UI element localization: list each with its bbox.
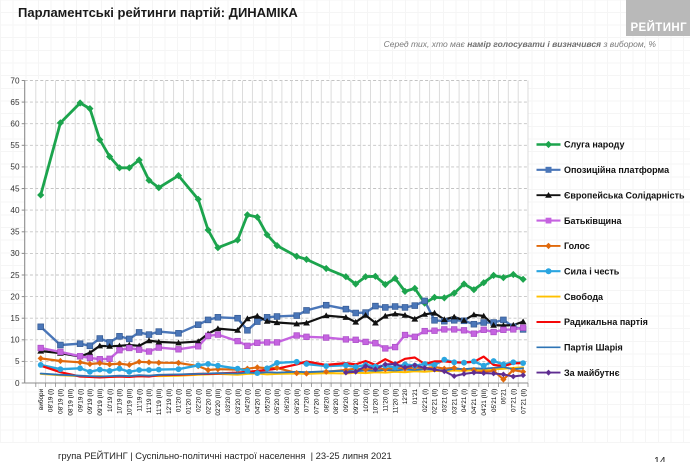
svg-text:06'20 (I): 06'20 (I) <box>284 389 291 412</box>
svg-text:02'20 (I): 02'20 (I) <box>195 389 202 412</box>
svg-text:10: 10 <box>10 336 20 345</box>
svg-text:09'19 (III): 09'19 (III) <box>97 389 104 416</box>
svg-text:02'21 (I): 02'21 (I) <box>422 389 429 412</box>
svg-text:5: 5 <box>15 357 20 366</box>
svg-text:06'21: 06'21 <box>501 388 508 404</box>
svg-text:03'20 (I): 03'20 (I) <box>225 389 232 412</box>
svg-text:05'20 (I): 05'20 (I) <box>264 389 271 412</box>
svg-text:За майбутнє: За майбутнє <box>564 368 620 378</box>
svg-text:09'19 (I): 09'19 (I) <box>77 389 84 412</box>
svg-text:Радикальна партія: Радикальна партія <box>564 317 648 327</box>
svg-text:05'21 (I): 05'21 (I) <box>491 389 498 412</box>
svg-text:11'20 (II): 11'20 (II) <box>392 389 399 414</box>
svg-text:65: 65 <box>10 98 20 107</box>
svg-text:11'19 (III): 11'19 (III) <box>156 389 163 415</box>
svg-text:09'20 (II): 09'20 (II) <box>353 389 360 414</box>
svg-text:15: 15 <box>10 314 20 323</box>
svg-text:10'19 (II): 10'19 (II) <box>117 389 124 414</box>
svg-text:Європейська Солідарність: Європейська Солідарність <box>564 190 685 200</box>
svg-text:10'20 (II): 10'20 (II) <box>373 389 380 414</box>
svg-text:20: 20 <box>10 292 20 301</box>
svg-text:11'19 (I): 11'19 (I) <box>136 389 143 412</box>
svg-text:08'19 (III): 08'19 (III) <box>67 389 74 416</box>
svg-text:03'20 (II): 03'20 (II) <box>235 389 242 414</box>
svg-text:Партія Шарія: Партія Шарія <box>564 343 623 353</box>
svg-text:06'20 (II): 06'20 (II) <box>294 389 301 414</box>
svg-text:09'19 (II): 09'19 (II) <box>87 389 94 414</box>
svg-text:25: 25 <box>10 271 20 280</box>
svg-text:07'21 (I): 07'21 (I) <box>511 389 518 412</box>
svg-text:60: 60 <box>10 120 20 129</box>
svg-text:45: 45 <box>10 184 20 193</box>
svg-text:04'20 (I): 04'20 (I) <box>245 389 252 412</box>
svg-text:02'21 (II): 02'21 (II) <box>432 389 439 414</box>
svg-text:70: 70 <box>10 76 20 85</box>
svg-text:10'20 (I): 10'20 (I) <box>363 389 370 412</box>
svg-text:Голос: Голос <box>564 241 590 251</box>
svg-text:10'19 (III): 10'19 (III) <box>127 389 134 416</box>
svg-text:04'21 (III): 04'21 (III) <box>481 389 488 416</box>
svg-text:11'19 (II): 11'19 (II) <box>146 389 153 414</box>
svg-text:Сила і честь: Сила і честь <box>564 266 620 276</box>
svg-text:вибори: вибори <box>37 388 45 410</box>
svg-text:Слуга народу: Слуга народу <box>564 140 625 150</box>
svg-text:01'21: 01'21 <box>412 388 419 404</box>
svg-text:Опозиційна платформа: Опозиційна платформа <box>564 165 670 175</box>
svg-text:35: 35 <box>10 228 20 237</box>
svg-text:Батьківщина: Батьківщина <box>564 216 623 226</box>
svg-text:Свобода: Свобода <box>564 292 604 302</box>
svg-text:03'21 (II): 03'21 (II) <box>451 389 458 414</box>
svg-text:05'20 (II): 05'20 (II) <box>274 389 281 414</box>
svg-text:11'20 (I): 11'20 (I) <box>383 389 390 412</box>
svg-text:09'20 (I): 09'20 (I) <box>343 389 350 412</box>
svg-text:07'20 (I): 07'20 (I) <box>304 389 311 412</box>
svg-text:50: 50 <box>10 163 20 172</box>
svg-text:0: 0 <box>15 379 20 388</box>
svg-text:12'19 (II): 12'19 (II) <box>166 389 173 414</box>
svg-text:04'21 (I): 04'21 (I) <box>461 389 468 412</box>
svg-text:40: 40 <box>10 206 20 215</box>
svg-text:08'20 (II): 08'20 (II) <box>333 389 340 414</box>
svg-text:01'20 (II): 01'20 (II) <box>186 389 193 414</box>
svg-text:12'20: 12'20 <box>402 388 409 404</box>
svg-text:08'19 (II): 08'19 (II) <box>58 389 65 414</box>
svg-text:55: 55 <box>10 141 20 150</box>
svg-text:04'21 (II): 04'21 (II) <box>471 389 478 414</box>
svg-text:02'20 (II): 02'20 (II) <box>205 389 212 414</box>
svg-text:02'20 (III): 02'20 (III) <box>215 389 222 416</box>
svg-text:10'19 (I): 10'19 (I) <box>107 389 114 412</box>
svg-text:07'21 (II): 07'21 (II) <box>520 389 527 414</box>
svg-text:30: 30 <box>10 249 20 258</box>
svg-text:03'21 (I): 03'21 (I) <box>442 389 449 412</box>
svg-text:01'20 (I): 01'20 (I) <box>176 389 183 412</box>
svg-text:04'20 (II): 04'20 (II) <box>255 389 262 414</box>
svg-text:08'19 (I): 08'19 (I) <box>48 389 55 412</box>
svg-text:08'20 (I): 08'20 (I) <box>323 389 330 412</box>
svg-text:07'20 (II): 07'20 (II) <box>314 389 321 414</box>
